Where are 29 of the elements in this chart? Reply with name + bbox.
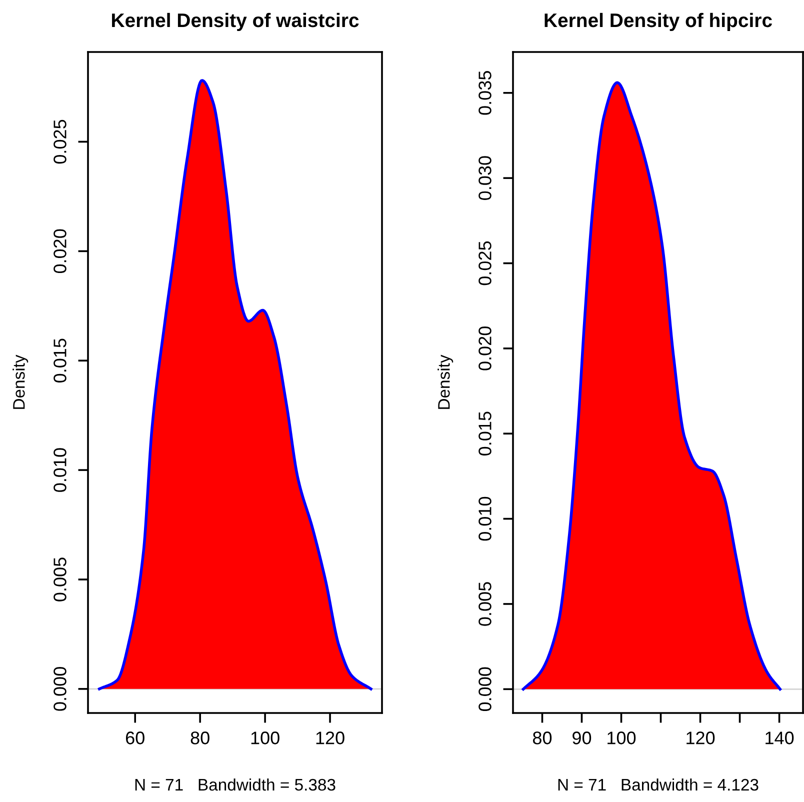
chart-title: Kernel Density of waistcirc bbox=[112, 12, 359, 32]
y-axis-title: Density bbox=[12, 354, 28, 409]
y-tick-label: 0.000 bbox=[54, 667, 66, 711]
y-tick-label: 0.010 bbox=[478, 496, 492, 541]
y-tick-label: 0.015 bbox=[478, 412, 492, 456]
x-tick-label: 120 bbox=[686, 732, 715, 744]
x-tick-label: 100 bbox=[608, 732, 636, 744]
x-tick-label: 80 bbox=[532, 732, 552, 744]
x-axis-title: N = 71 Bandwidth = 5.383 bbox=[135, 778, 336, 791]
y-tick-label: 0.000 bbox=[478, 667, 492, 712]
y-tick-label: 0.020 bbox=[54, 229, 66, 274]
x-tick-label: 100 bbox=[251, 732, 280, 744]
x-tick-label: 120 bbox=[316, 732, 344, 744]
y-tick-label: 0.005 bbox=[478, 582, 492, 626]
y-tick-label: 0.005 bbox=[54, 558, 66, 602]
y-tick-label: 0.025 bbox=[54, 120, 66, 164]
x-tick-label: 90 bbox=[572, 732, 592, 744]
y-tick-label: 0.010 bbox=[54, 448, 66, 492]
x-tick-label: 80 bbox=[190, 732, 210, 744]
x-axis-title: N = 71 Bandwidth = 4.123 bbox=[558, 778, 758, 791]
x-tick-label: 60 bbox=[126, 732, 144, 744]
chart-title: Kernel Density of hipcirc bbox=[544, 12, 772, 32]
y-tick-label: 0.025 bbox=[478, 241, 492, 286]
y-axis-title: Density bbox=[438, 354, 454, 409]
x-tick-label: 140 bbox=[766, 732, 794, 744]
y-tick-label: 0.030 bbox=[478, 156, 492, 200]
y-tick-label: 0.035 bbox=[478, 71, 492, 115]
y-tick-label: 0.020 bbox=[478, 326, 492, 370]
y-tick-label: 0.015 bbox=[54, 338, 66, 382]
